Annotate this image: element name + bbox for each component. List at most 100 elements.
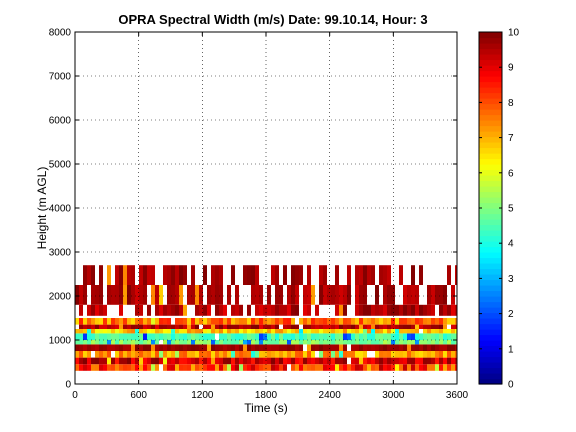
heatmap-cell <box>267 333 271 340</box>
heatmap-cell <box>119 351 123 358</box>
heatmap-cell <box>119 265 123 285</box>
heatmap-cell <box>251 340 255 345</box>
heatmap-cell <box>83 285 87 305</box>
heatmap-cell <box>139 318 143 325</box>
heatmap-cell <box>279 329 283 334</box>
heatmap-cell <box>275 340 279 345</box>
heatmap-cell <box>75 329 79 334</box>
heatmap-cell <box>295 329 299 334</box>
heatmap-cell <box>99 304 103 316</box>
heatmap-cell <box>411 351 415 358</box>
heatmap-cell <box>435 344 439 351</box>
heatmap-cell <box>307 265 311 285</box>
heatmap-cell <box>347 285 351 305</box>
heatmap-cell <box>451 351 455 358</box>
heatmap-cell <box>187 357 191 365</box>
heatmap-cell <box>99 364 103 371</box>
heatmap-cell <box>347 340 351 345</box>
heatmap-cell <box>179 357 183 365</box>
heatmap-cell <box>375 324 379 329</box>
colorbar-swatch <box>479 54 502 61</box>
heatmap-cell <box>363 304 367 316</box>
heatmap-cell <box>95 364 99 371</box>
heatmap-cell <box>427 329 431 334</box>
colorbar-tick-label: 5 <box>508 204 514 215</box>
heatmap-cell <box>379 333 383 340</box>
heatmap-cell <box>295 364 299 371</box>
heatmap-cell <box>111 285 115 305</box>
heatmap-cell <box>291 304 295 316</box>
heatmap-cell <box>139 285 143 305</box>
heatmap-cell <box>367 329 371 334</box>
heatmap-cell <box>87 333 91 340</box>
heatmap-cell <box>119 357 123 365</box>
heatmap-cell <box>203 364 207 371</box>
heatmap-cell <box>203 324 207 329</box>
heatmap-cell <box>271 344 275 351</box>
heatmap-cell <box>155 351 159 358</box>
colorbar-swatch <box>479 219 502 226</box>
heatmap-cell <box>195 324 199 329</box>
heatmap-cell <box>227 364 231 371</box>
heatmap-cell <box>171 340 175 345</box>
heatmap-cell <box>199 329 203 334</box>
heatmap-cell <box>267 357 271 365</box>
heatmap-cell <box>307 344 311 351</box>
heatmap-cell <box>315 333 319 340</box>
heatmap-cell <box>351 340 355 345</box>
heatmap-cell <box>379 265 383 285</box>
heatmap-cells <box>75 265 457 371</box>
heatmap-cell <box>423 340 427 345</box>
heatmap-cell <box>83 324 87 329</box>
heatmap-cell <box>279 285 283 305</box>
heatmap-cell <box>151 285 155 305</box>
heatmap-cell <box>295 304 299 316</box>
y-axis-ticks: 0 1000 2000 3000 4000 5000 6000 7000 8000 <box>49 28 457 391</box>
heatmap-cell <box>171 285 175 305</box>
heatmap-cell <box>199 333 203 340</box>
heatmap-cell <box>339 333 343 340</box>
heatmap-cell <box>215 340 219 345</box>
heatmap-cell <box>79 324 83 329</box>
heatmap-cell <box>407 304 411 316</box>
heatmap-cell <box>323 285 327 305</box>
heatmap-cell <box>191 357 195 365</box>
heatmap-cell <box>435 318 439 325</box>
heatmap-cell <box>283 340 287 345</box>
heatmap-cell <box>307 364 311 371</box>
heatmap-cell <box>287 318 291 325</box>
heatmap-cell <box>255 324 259 329</box>
heatmap-cell <box>79 329 83 334</box>
heatmap-cell <box>291 265 295 285</box>
heatmap-cell <box>295 324 299 329</box>
heatmap-cell <box>403 304 407 316</box>
heatmap-cell <box>167 340 171 345</box>
heatmap-cell <box>119 285 123 305</box>
heatmap-cell <box>159 329 163 334</box>
heatmap-cell <box>167 285 171 305</box>
chart-title: OPRA Spectral Width (m/s) Date: 99.10.14… <box>118 12 427 27</box>
heatmap-cell <box>351 357 355 365</box>
heatmap-cell <box>447 340 451 345</box>
colorbar-swatch <box>479 180 502 187</box>
heatmap-cell <box>271 304 275 316</box>
heatmap-cell <box>171 364 175 371</box>
heatmap-cell <box>379 318 383 325</box>
heatmap-cell <box>447 364 451 371</box>
heatmap-cell <box>219 351 223 358</box>
heatmap-cell <box>331 333 335 340</box>
heatmap-cell <box>91 324 95 329</box>
heatmap-cell <box>255 340 259 345</box>
heatmap-cell <box>275 344 279 351</box>
heatmap-cell <box>183 340 187 345</box>
heatmap-cell <box>303 304 307 316</box>
heatmap-cell <box>339 357 343 365</box>
heatmap-cell <box>211 329 215 334</box>
heatmap-cell <box>407 285 411 305</box>
heatmap-cell <box>367 344 371 351</box>
heatmap-cell <box>439 364 443 371</box>
heatmap-cell <box>199 364 203 371</box>
heatmap-cell <box>439 333 443 340</box>
heatmap-cell <box>391 333 395 340</box>
heatmap-cell <box>419 265 423 285</box>
